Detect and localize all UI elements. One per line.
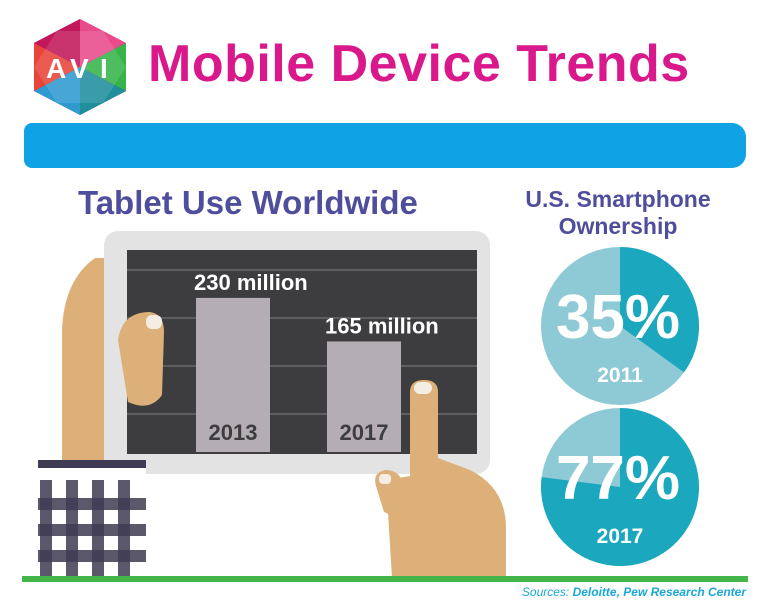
pie-value-slice xyxy=(620,247,700,373)
sources-names: Deloitte, Pew Research Center xyxy=(572,585,746,599)
right-hand xyxy=(387,380,506,578)
sources-credit: Sources: Deloitte, Pew Research Center xyxy=(522,585,746,599)
pie-percent-label: 35% xyxy=(556,283,680,352)
bar-value-label: 165 million xyxy=(325,313,439,338)
pie-percent-label: 77% xyxy=(556,444,680,513)
cuff-stripe xyxy=(92,480,104,578)
sources-prefix: Sources: xyxy=(521,585,570,599)
pie-2017: 77% 2017 xyxy=(540,408,700,566)
left-thumbnail xyxy=(146,315,162,329)
smartphone-section-title: U.S. Smartphone Ownership xyxy=(525,186,711,239)
cuff-stripe xyxy=(40,480,52,578)
tablet-section-title: Tablet Use Worldwide xyxy=(78,184,418,221)
logo-letter-i: I xyxy=(100,53,108,84)
right-fingernail xyxy=(414,382,432,394)
cuff-stripe xyxy=(66,480,78,578)
pie-year-label: 2011 xyxy=(597,364,643,387)
avi-logo: A V I xyxy=(34,19,126,115)
right-thumbnail xyxy=(379,474,391,484)
pie-value-slice xyxy=(540,408,700,566)
bar-value-label: 230 million xyxy=(194,270,308,295)
pie-2011: 35% 2011 xyxy=(541,247,700,405)
ground-line xyxy=(22,576,748,582)
left-thumb xyxy=(118,312,164,406)
bar-category-label: 2017 xyxy=(340,420,389,445)
cuff-stripe xyxy=(118,480,130,578)
page-title: Mobile Device Trends xyxy=(148,35,690,93)
bar-2017 xyxy=(327,341,401,452)
bar-category-label: 2013 xyxy=(209,420,258,445)
logo-letter-v: V xyxy=(70,53,89,84)
cuff-band xyxy=(38,460,146,468)
logo-letter-a: A xyxy=(46,53,66,84)
pie-year-label: 2017 xyxy=(597,525,644,548)
header-bar xyxy=(24,123,746,168)
bar-2013 xyxy=(196,297,270,452)
